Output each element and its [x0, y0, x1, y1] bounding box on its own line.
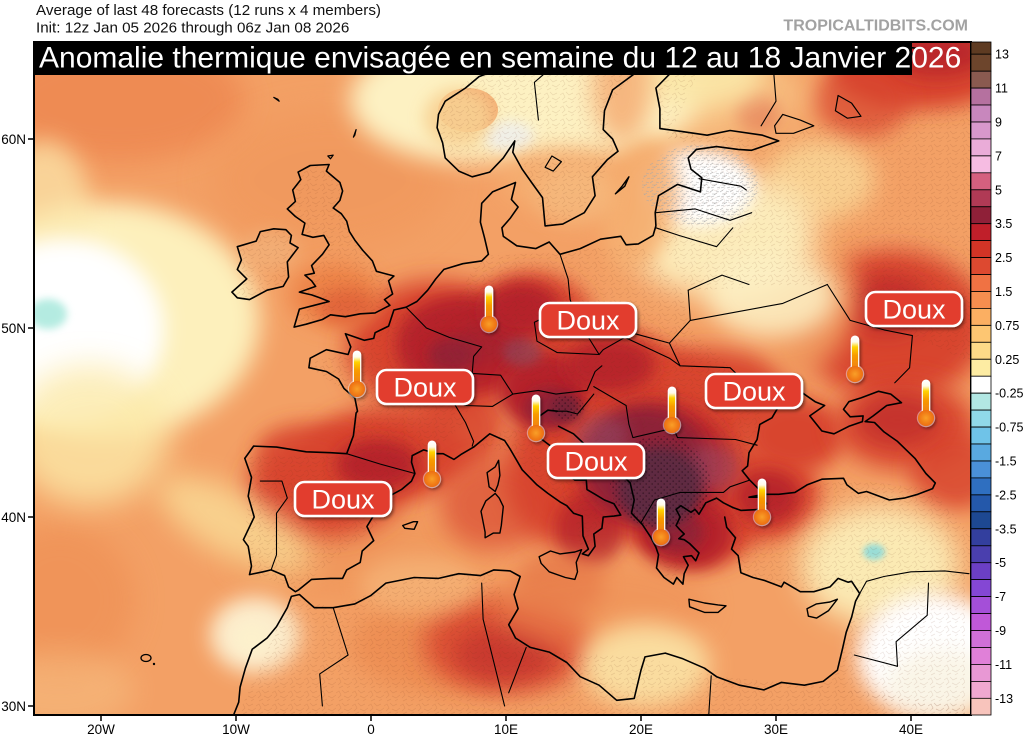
svg-text:50N: 50N — [1, 321, 26, 336]
svg-text:3.5: 3.5 — [995, 217, 1012, 231]
svg-text:Doux: Doux — [882, 295, 946, 325]
svg-text:40E: 40E — [899, 722, 923, 735]
svg-text:9: 9 — [995, 116, 1002, 130]
svg-text:0: 0 — [367, 722, 375, 735]
svg-text:Doux: Doux — [311, 485, 375, 515]
svg-text:Average of last 48 forecasts (: Average of last 48 forecasts (12 runs x … — [36, 2, 381, 19]
svg-text:Doux: Doux — [393, 373, 457, 403]
svg-text:-13: -13 — [995, 692, 1013, 706]
svg-text:-0.75: -0.75 — [995, 421, 1024, 435]
svg-text:0.25: 0.25 — [995, 353, 1019, 367]
svg-text:20E: 20E — [629, 722, 653, 735]
svg-text:-9: -9 — [995, 624, 1006, 638]
svg-text:0.75: 0.75 — [995, 319, 1019, 333]
svg-text:-5: -5 — [995, 556, 1006, 570]
svg-text:20W: 20W — [87, 722, 115, 735]
svg-text:-11: -11 — [995, 658, 1012, 672]
svg-text:5: 5 — [995, 183, 1002, 197]
svg-text:7: 7 — [995, 149, 1002, 163]
svg-text:-1.5: -1.5 — [995, 455, 1017, 469]
svg-text:-0.25: -0.25 — [995, 387, 1024, 401]
svg-text:1.5: 1.5 — [995, 285, 1012, 299]
svg-text:-3.5: -3.5 — [995, 522, 1017, 536]
svg-text:Anomalie thermique envisagée e: Anomalie thermique envisagée en semaine … — [39, 42, 961, 75]
svg-text:-7: -7 — [995, 590, 1006, 604]
svg-text:10W: 10W — [222, 722, 250, 735]
svg-text:Doux: Doux — [722, 377, 786, 407]
svg-text:10E: 10E — [494, 722, 518, 735]
svg-text:-2.5: -2.5 — [995, 488, 1017, 502]
svg-text:13: 13 — [995, 48, 1009, 62]
svg-text:60N: 60N — [1, 132, 26, 147]
svg-text:2.5: 2.5 — [995, 251, 1012, 265]
svg-text:11: 11 — [995, 82, 1008, 96]
svg-text:Doux: Doux — [564, 447, 628, 477]
svg-text:Init: 12z Jan 05 2026 through: Init: 12z Jan 05 2026 through 06z Jan 08… — [36, 20, 349, 37]
svg-text:30E: 30E — [764, 722, 788, 735]
svg-text:40N: 40N — [1, 510, 26, 525]
svg-text:30N: 30N — [1, 699, 26, 714]
svg-text:TROPICALTIDBITS.COM: TROPICALTIDBITS.COM — [783, 18, 968, 35]
svg-text:Doux: Doux — [556, 306, 620, 336]
